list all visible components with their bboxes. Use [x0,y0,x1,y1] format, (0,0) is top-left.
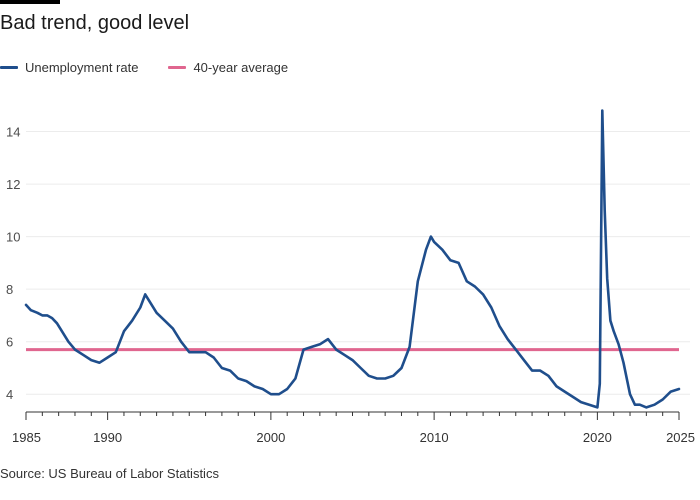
x-tick-label-2025: 2025 [666,430,695,445]
header-accent-bar [0,0,60,4]
legend-label-average: 40-year average [193,60,289,75]
page-title: Bad trend, good level [0,12,190,34]
y-tick-label-12: 12 [6,177,20,192]
y-tick-label-6: 6 [6,335,13,350]
legend-swatch-unemployment [0,66,18,69]
x-tick-label-2010: 2010 [420,430,449,445]
x-axis: 1985 1990 2000 2010 2020 2025 [12,411,695,445]
legend-label-unemployment: Unemployment rate [25,60,139,75]
x-tick-label-1990: 1990 [93,430,122,445]
source-note: Source: US Bureau of Labor Statistics [0,466,219,481]
chart-legend: Unemployment rate 40-year average [0,60,318,75]
legend-item-average: 40-year average [168,60,288,75]
chart-gridlines [26,131,690,395]
x-tick-label-2000: 2000 [256,430,285,445]
series-line-unemployment-rate [24,109,681,409]
chart-series [24,109,681,409]
y-tick-label-10: 10 [6,230,20,245]
x-tick-label-1985: 1985 [12,430,41,445]
y-tick-label-8: 8 [6,282,13,297]
legend-swatch-average [168,66,187,69]
legend-item-unemployment: Unemployment rate [0,60,138,75]
x-tick-label-2020: 2020 [583,430,612,445]
y-axis-ticks: 4 6 8 10 12 14 [6,125,20,403]
y-tick-label-4: 4 [6,387,13,402]
y-tick-label-14: 14 [6,125,20,140]
